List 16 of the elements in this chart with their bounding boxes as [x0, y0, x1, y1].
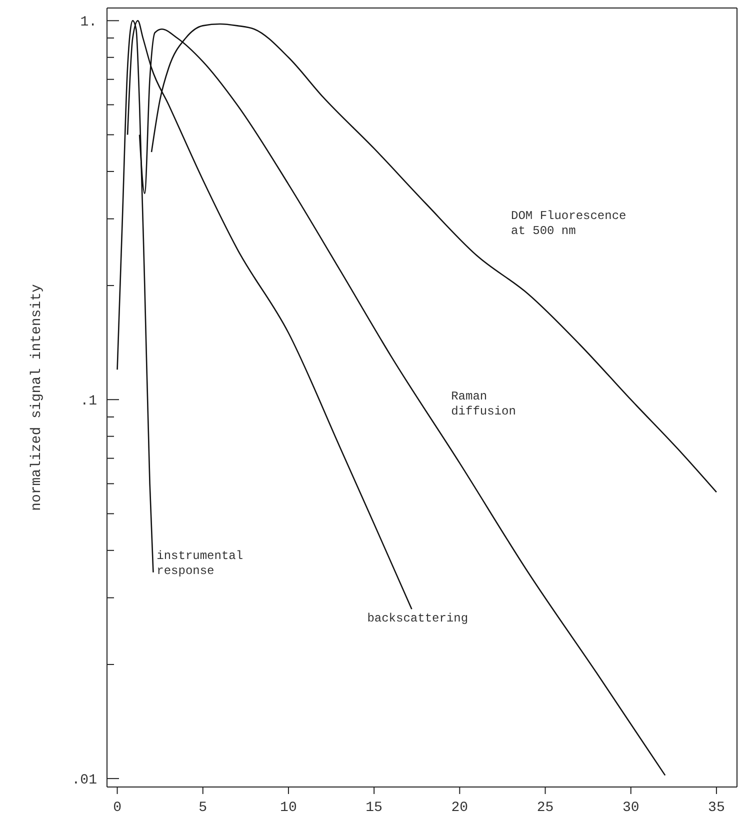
- x-tick-label: 10: [280, 800, 297, 816]
- y-axis-title: normalized signal intensity: [29, 284, 45, 511]
- x-tick-label: 15: [366, 800, 382, 816]
- y-tick-label: .1: [80, 394, 97, 410]
- text: DOM Fluorescence at 500 nm: [511, 208, 626, 238]
- series-label: instrumental response: [156, 548, 244, 578]
- y-tick-label: .01: [72, 772, 97, 789]
- x-tick-label: 30: [622, 800, 640, 816]
- y-tick-label: 1.: [80, 14, 97, 31]
- x-tick-label: 20: [451, 800, 468, 816]
- x-tick-label: 25: [536, 800, 554, 816]
- series-label: Raman diffusion: [451, 390, 516, 419]
- series-label: backscattering: [367, 611, 468, 626]
- x-tick-label: 0: [113, 800, 122, 816]
- x-tick-label: 5: [198, 800, 208, 816]
- x-tick-label: 35: [708, 800, 725, 816]
